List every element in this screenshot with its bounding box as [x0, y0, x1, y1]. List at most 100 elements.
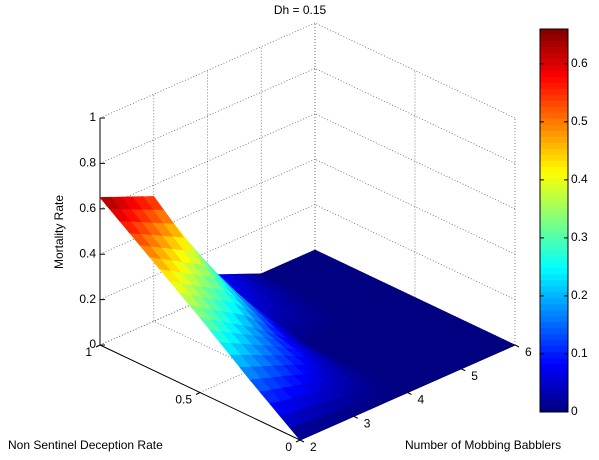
colorbar-segment [540, 238, 568, 245]
z-tick-label: 0.2 [79, 292, 96, 306]
colorbar-segment [540, 184, 568, 192]
x-tick-label: 3 [364, 416, 371, 430]
colorbar-segment [540, 274, 568, 281]
colorbar-segment [540, 364, 568, 371]
colorbar-segment [540, 358, 568, 365]
x-tick-label: 2 [310, 440, 317, 454]
colorbar-segment [540, 148, 568, 156]
colorbar-segment [540, 262, 568, 269]
surface-patch [289, 423, 312, 441]
z-tick-label: 0.4 [79, 246, 96, 260]
colorbar-tick-label: 0.1 [571, 346, 588, 360]
colorbar-segment [540, 220, 568, 227]
colorbar-tick-label: 0.4 [571, 172, 588, 186]
colorbar-segment [540, 58, 568, 66]
y-tick-label: 1 [85, 345, 92, 359]
x-axis-label: Number of Mobbing Babblers [405, 438, 561, 452]
colorbar-segment [540, 352, 568, 359]
colorbar-segment [540, 118, 568, 126]
colorbar-segment [540, 130, 568, 138]
colorbar-segment [540, 346, 568, 353]
colorbar-segment [540, 190, 568, 198]
colorbar-tick-label: 0 [571, 404, 578, 418]
colorbar-segment [540, 382, 568, 389]
chart-title: Dh = 0.15 [274, 3, 327, 17]
colorbar-segment [540, 178, 568, 186]
colorbar-frame [539, 28, 569, 413]
y-axis-label: Non Sentinel Deception Rate [8, 438, 163, 452]
x-tick-label: 4 [418, 393, 425, 407]
colorbar-segment [540, 196, 568, 204]
colorbar-segment [540, 160, 568, 168]
grid-line [314, 68, 516, 164]
colorbar-segment [540, 256, 568, 263]
colorbar-segment [540, 100, 568, 108]
grid-line [314, 158, 516, 255]
colorbar-segment [540, 232, 568, 239]
colorbar-segment [540, 142, 568, 150]
colorbar-segment [540, 52, 568, 60]
grid-line [99, 113, 316, 210]
colorbar-segment [540, 166, 568, 174]
colorbar-segment [540, 64, 568, 72]
colorbar-segment [540, 394, 568, 401]
colorbar-segment [540, 388, 568, 395]
grid-line [314, 22, 516, 119]
y-tick [95, 344, 101, 348]
colorbar-segment [540, 172, 568, 180]
z-tick-label: 0.6 [79, 201, 96, 215]
z-tick-label: 1 [89, 110, 96, 124]
grid-line [314, 113, 516, 210]
colorbar-tick-label: 0.5 [571, 114, 588, 128]
colorbar-segment [540, 106, 568, 114]
colorbar-segment [540, 370, 568, 377]
colorbar-segment [540, 406, 568, 413]
colorbar-segment [540, 202, 568, 210]
z-axis-label: Mortality Rate [52, 195, 66, 269]
colorbar-segment [540, 208, 568, 216]
x-tick [461, 368, 466, 372]
colorbar-segment [540, 136, 568, 144]
colorbar-segment [540, 214, 568, 221]
grid-line [99, 204, 316, 300]
colorbar-segment [540, 268, 568, 275]
colorbar-segment [540, 76, 568, 84]
y-tick [195, 392, 201, 395]
colorbar-segment [540, 376, 568, 383]
colorbar-segment [540, 34, 568, 42]
colorbar-tick-label: 0.3 [571, 230, 588, 244]
colorbar-segment [540, 292, 568, 299]
y-tick [295, 439, 301, 443]
y-tick-label: 0 [285, 440, 292, 454]
colorbar-tick-label: 0.6 [571, 56, 588, 70]
colorbar-segment [540, 46, 568, 54]
colorbar-segment [540, 124, 568, 132]
colorbar-segment [540, 316, 568, 323]
x-tick [514, 344, 520, 348]
grid-line [314, 204, 516, 300]
colorbar-segment [540, 328, 568, 335]
x-tick-label: 6 [525, 345, 532, 359]
y-tick-label: 0.5 [175, 393, 192, 407]
colorbar-segment [540, 280, 568, 287]
z-tick-label: 0 [89, 337, 96, 351]
colorbar-segment [540, 94, 568, 102]
colorbar-segment [540, 244, 568, 251]
colorbar-segment [540, 250, 568, 257]
x-tick [407, 392, 412, 395]
colorbar-segment [540, 226, 568, 233]
colorbar-segment [540, 304, 568, 311]
colorbar-segment [540, 40, 568, 48]
colorbar-segment [540, 70, 568, 78]
z-tick-label: 0.8 [79, 156, 96, 170]
colorbar-segment [540, 310, 568, 317]
colorbar-segment [540, 400, 568, 407]
colorbar-segment [540, 154, 568, 162]
x-tick [299, 439, 305, 443]
colorbar-segment [540, 334, 568, 341]
grid-line [99, 22, 316, 119]
x-tick-label: 5 [471, 369, 478, 383]
colorbar-segment [540, 88, 568, 96]
colorbar-segment [540, 82, 568, 90]
